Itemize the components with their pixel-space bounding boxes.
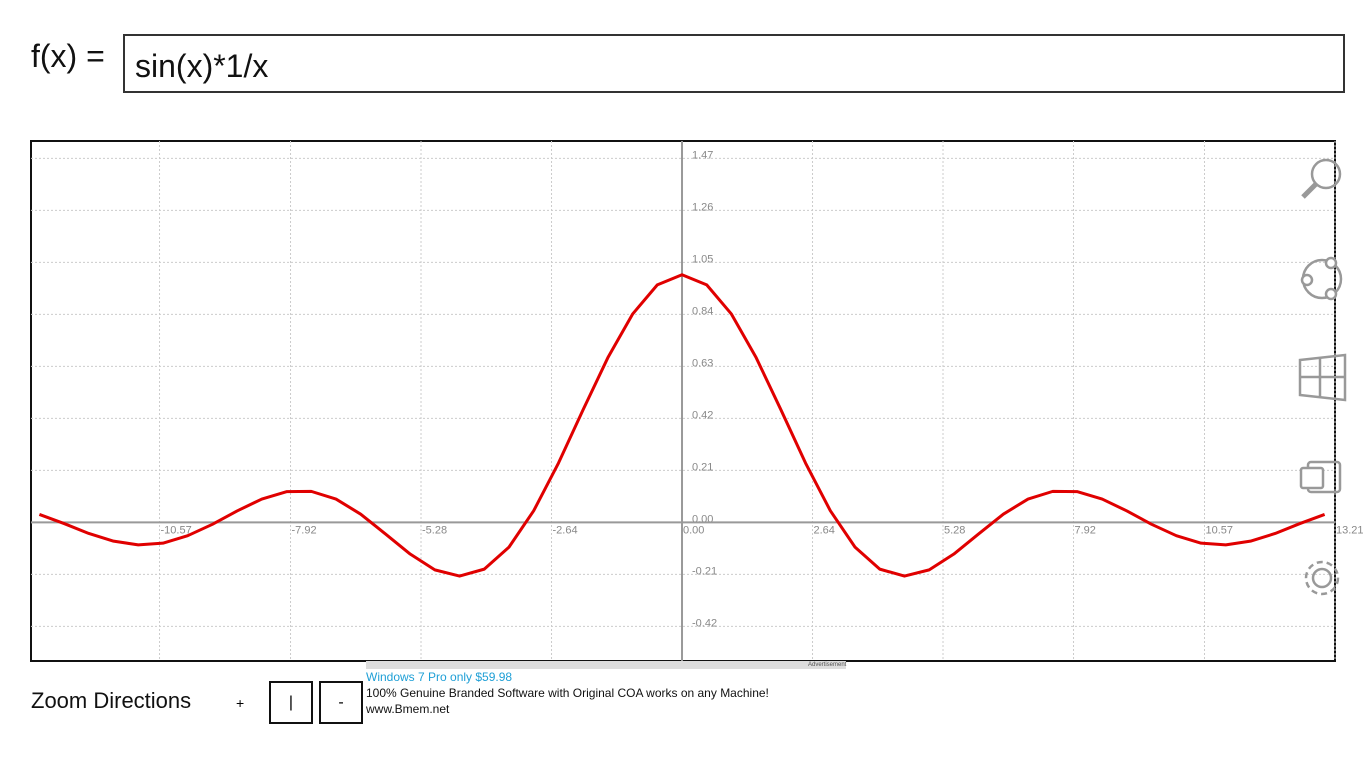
x-tick-label: 13.21 (1336, 524, 1364, 536)
y-tick-label: 0.84 (692, 305, 713, 317)
windows-icon[interactable] (1298, 353, 1347, 402)
zoom-label: Zoom Directions (31, 688, 192, 713)
zoom-button[interactable]: | (269, 681, 313, 724)
x-tick-label: 0.00 (683, 524, 704, 536)
x-tick-label: 7.92 (1075, 524, 1096, 536)
y-tick-label: -0.42 (692, 617, 717, 629)
y-tick-label: 1.05 (692, 253, 713, 265)
ad-url[interactable]: www.Bmem.net (366, 702, 450, 716)
x-tick-label: 5.28 (944, 524, 965, 536)
side-toolbar (1298, 158, 1347, 596)
zoom-icon[interactable] (1301, 158, 1342, 199)
x-tick-label: 2.64 (814, 524, 835, 536)
settings-icon[interactable] (1304, 560, 1340, 596)
ad-bar (366, 661, 846, 669)
ad-text: 100% Genuine Branded Software with Origi… (366, 686, 769, 700)
ad-tag: Advertisement (808, 662, 847, 668)
y-tick-label: 0.63 (692, 357, 713, 369)
zoom-plus[interactable]: + (236, 695, 245, 711)
plot-layer: -10.57 -7.92 -5.28 -2.64 0.00 2.64 5.28 7.92 10.… (31, 141, 1364, 661)
function-curve (38, 273, 1326, 578)
expression-input[interactable]: sin(x)*1/x (123, 34, 1345, 93)
x-tick-label: 10.57 (1206, 524, 1234, 536)
ad-headline[interactable]: Windows 7 Pro only $59.98 (366, 670, 513, 684)
y-tick-label: 1.47 (692, 149, 713, 161)
y-tick-label: 0.00 (692, 513, 713, 525)
x-tick-label: -2.64 (553, 524, 578, 536)
y-tick-label: 0.42 (692, 409, 713, 421)
x-tick-label: -10.57 (161, 524, 192, 536)
y-tick-label: -0.21 (692, 565, 717, 577)
share-icon[interactable] (1300, 256, 1343, 301)
x-tick-label: -5.28 (422, 524, 447, 536)
devices-icon[interactable] (1299, 460, 1342, 494)
x-tick-label: -7.92 (292, 524, 317, 536)
function-label: f(x) = (31, 38, 105, 74)
zoom-button[interactable]: - (319, 681, 363, 724)
y-tick-label: 0.21 (692, 461, 713, 473)
y-tick-label: 1.26 (692, 201, 713, 213)
